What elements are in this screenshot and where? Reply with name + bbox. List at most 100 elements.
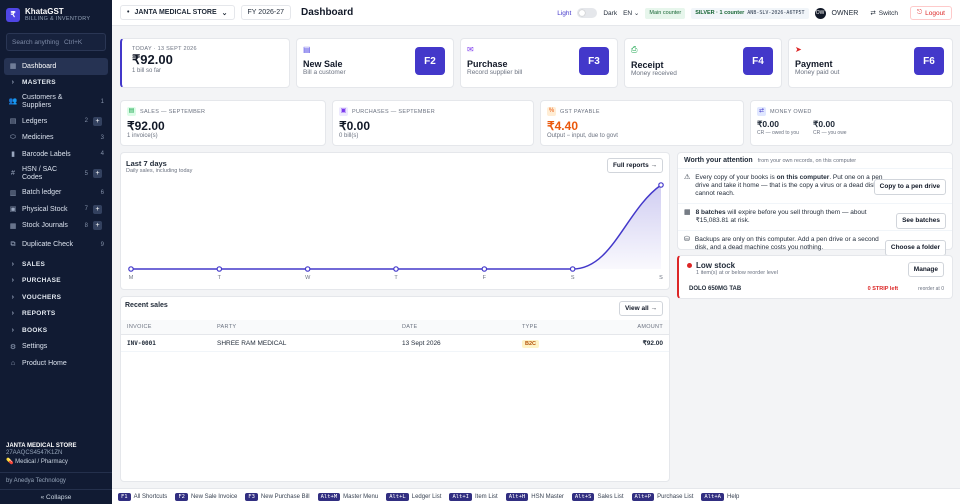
low-stock-item[interactable]: DOLO 650MG TAB 0 STRIP left reorder at 0 (689, 286, 944, 292)
attention-action-button[interactable]: See batches (896, 213, 946, 229)
receipt-icon: ⎙ (631, 45, 638, 54)
plus-icon[interactable]: + (93, 204, 102, 214)
batch-icon: ▥ (9, 189, 17, 197)
purchases-stat-card[interactable]: ▣ PURCHASES — SEPTEMBER ₹0.00 0 bill(s) (332, 100, 534, 146)
quick-title: Purchase (467, 59, 508, 69)
chart-point[interactable] (304, 266, 311, 272)
sidebar-item-label: Duplicate Check (22, 241, 73, 248)
sidebar-item-count: 3 (100, 134, 104, 141)
x-tick-label: S (659, 275, 663, 281)
sidebar-item-reports[interactable]: › REPORTS (4, 306, 108, 323)
shortcut-item[interactable]: Alt+H HSN Master (505, 492, 564, 501)
sidebar-item-physical-stock[interactable]: ▣ Physical Stock 7 + (4, 201, 108, 218)
fy-selector[interactable]: FY 2026-27 (240, 5, 291, 20)
shortcut-item[interactable]: Alt+L Ledger List (386, 492, 441, 501)
footer-by: by Anedya Technology (0, 472, 112, 489)
table-row[interactable]: INV-0001 SHREE RAM MEDICAL 13 Sept 2026 … (121, 334, 669, 352)
sales-label: SALES — SEPTEMBER (140, 108, 206, 115)
x-tick-label: T (394, 275, 398, 281)
chart-point[interactable] (393, 266, 399, 272)
backup-icon: ⛁ (684, 236, 690, 243)
store-selector[interactable]: • JANTA MEDICAL STORE ⌄ (120, 5, 235, 20)
sidebar-item-vouchers[interactable]: › VOUCHERS (4, 289, 108, 306)
gst-stat-card[interactable]: % GST PAYABLE ₹4.40 Output − input, due t… (540, 100, 744, 146)
pharmacy-icon: 💊 (6, 459, 14, 465)
party-cell: SHREE RAM MEDICAL (211, 334, 396, 352)
sidebar-item-label: Barcode Labels (22, 150, 71, 158)
owner-avatar[interactable]: OW (814, 7, 826, 19)
sidebar-item-dashboard[interactable]: ▦ Dashboard (4, 58, 108, 75)
page-title: Dashboard (300, 7, 354, 18)
chevron-right-icon: › (11, 310, 15, 318)
shortcut-item[interactable]: Alt+M Master Menu (317, 492, 378, 501)
sidebar-item-purchase[interactable]: › PURCHASE (4, 273, 108, 290)
brand[interactable]: ₹ KhataGST BILLING & INVENTORY (0, 0, 112, 29)
people-icon: 👥 (8, 98, 18, 105)
pill-icon: ⬭ (10, 133, 16, 141)
quick-purchase-card[interactable]: ✉ Purchase Record supplier bill F3 (460, 38, 618, 88)
sidebar-item-batch-ledger[interactable]: ▥ Batch ledger 6 (4, 185, 108, 202)
low-stock-sub: 1 item(s) at or below reorder level (696, 270, 778, 276)
topbar-right: Light Dark EN ⌄ Main counter SILVER · 1 … (557, 0, 952, 26)
plus-icon[interactable]: + (93, 169, 102, 178)
quick-new-sale-card[interactable]: ▤ New Sale Bill a customer F2 (296, 38, 454, 88)
sidebar-item-sales[interactable]: › SALES (4, 256, 108, 273)
chart-point[interactable] (481, 266, 488, 272)
sidebar-item-books[interactable]: › BOOKS (4, 322, 108, 339)
manage-button[interactable]: Manage (907, 262, 944, 277)
theme-toggle[interactable] (577, 8, 598, 18)
shortcut-item[interactable]: Alt+A Help (701, 492, 740, 501)
shortcut-item[interactable]: Alt+S Sales List (571, 492, 624, 501)
sidebar-item-ledgers[interactable]: ▤ Ledgers 2 + (4, 113, 108, 130)
sidebar-item-label: Customers & Suppliers (22, 94, 63, 109)
attention-action-button[interactable]: Choose a folder (884, 240, 946, 256)
shortcut-item[interactable]: F2 New Sale Invoice (175, 492, 237, 501)
chevron-right-icon: › (11, 260, 15, 268)
invoice-cell[interactable]: INV-0001 (121, 334, 211, 352)
switch-button[interactable]: ⇄ Switch (864, 6, 904, 20)
sidebar-item-duplicate-check[interactable]: ⧉ Duplicate Check 9 (4, 234, 108, 256)
plus-icon[interactable]: + (93, 221, 102, 231)
quick-receipt-card[interactable]: ⎙ Receipt Money received F4 (624, 38, 782, 88)
sidebar-item-customers-suppliers[interactable]: 👥 Customers & Suppliers 1 (4, 91, 108, 113)
owed-stat-card[interactable]: ⇄ MONEY OWED ₹0.00 CR — owed to you ₹0.00… (750, 100, 953, 146)
sidebar-item-hsn-sac-codes[interactable]: # HSN / SAC Codes 5 + (4, 163, 108, 185)
shortcut-item[interactable]: F3 New Purchase Bill (245, 492, 310, 501)
rupee-logo-icon: ₹ (6, 7, 20, 22)
full-reports-button[interactable]: Full reports → (606, 158, 663, 173)
purchases-sub: 0 bill(s) (339, 133, 359, 139)
sales-stat-card[interactable]: ▤ SALES — SEPTEMBER ₹92.00 1 invoice(s) (120, 100, 326, 146)
shortcut-item[interactable]: F1 All Shortcuts (118, 492, 167, 501)
quick-subtitle: Money received (631, 70, 677, 77)
chart-point[interactable] (569, 266, 576, 272)
sidebar-item-product-home[interactable]: ⌂ Product Home (4, 355, 108, 372)
chart-point[interactable] (128, 266, 134, 272)
chart-area (131, 185, 661, 269)
sidebar-item-count: 4 (100, 151, 104, 158)
hash-icon: # (11, 169, 15, 177)
search-input[interactable]: Search anything Ctrl+K (6, 33, 106, 51)
sidebar-item-masters[interactable]: › MASTERS (4, 75, 108, 92)
sidebar-item-settings[interactable]: ⚙ Settings (4, 339, 108, 356)
view-all-button[interactable]: View all → (618, 301, 663, 316)
collapse-button[interactable]: « Collapse (0, 489, 112, 504)
shortcut-item[interactable]: Alt+I Item List (449, 492, 498, 501)
language-selector[interactable]: EN ⌄ (623, 10, 640, 17)
attention-action-button[interactable]: Copy to a pen drive (873, 179, 946, 195)
logout-button[interactable]: ⎋ Logout (909, 6, 952, 20)
shortcut-item[interactable]: Alt+P Purchase List (631, 492, 693, 501)
sidebar-item-barcode-labels[interactable]: ▮ Barcode Labels 4 (4, 146, 108, 163)
shortcut-label: Help (726, 493, 740, 500)
sidebar-item-medicines[interactable]: ⬭ Medicines 3 (4, 130, 108, 147)
counter-badge: Main counter (645, 7, 686, 19)
quick-title: New Sale (303, 59, 343, 69)
plus-icon[interactable]: + (93, 116, 102, 126)
chart-point[interactable] (658, 182, 664, 188)
purchases-value: ₹0.00 (339, 119, 370, 133)
chart-point[interactable] (216, 266, 223, 272)
inbox-icon: ✉ (467, 45, 474, 54)
quick-payment-card[interactable]: ➤ Payment Money paid out F6 (788, 38, 953, 88)
shortcut-key: F2 (175, 492, 188, 501)
low-stock-title: Low stock (696, 261, 736, 270)
sidebar-item-stock-journals[interactable]: ▦ Stock Journals 8 + (4, 218, 108, 235)
